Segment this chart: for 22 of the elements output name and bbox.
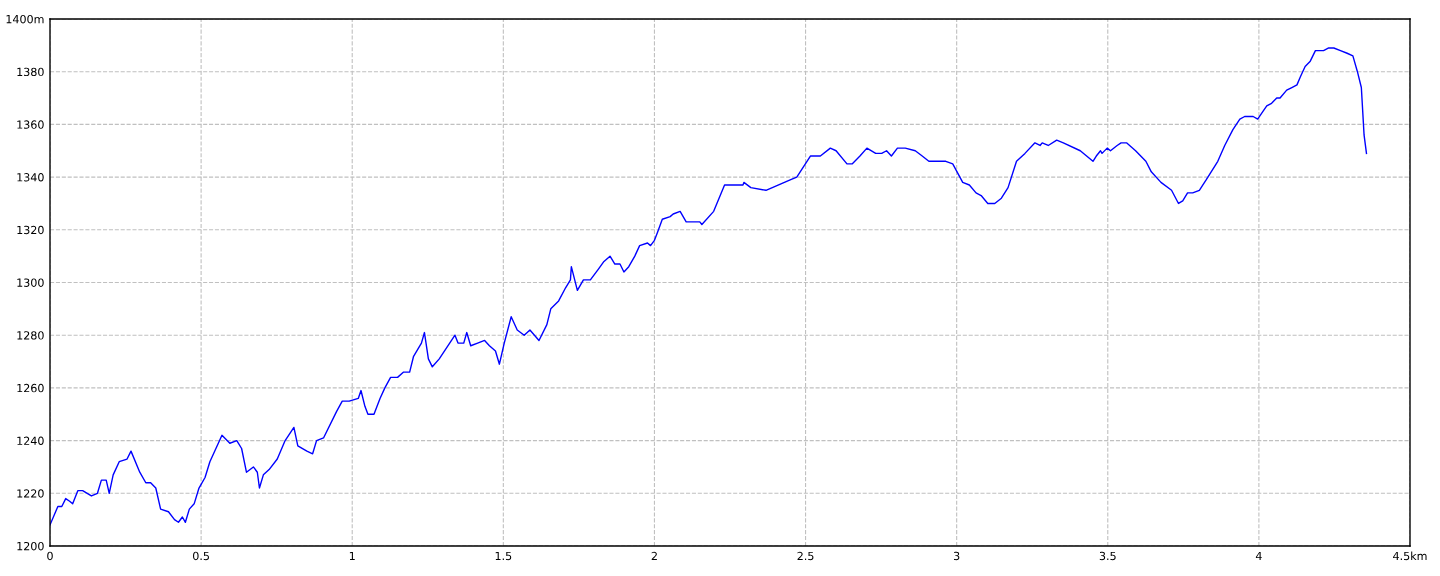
x-tick-label: 1.5 [495, 551, 512, 561]
x-tick-label: 4 [1255, 551, 1262, 560]
y-tick-label: 1320 [17, 225, 44, 235]
y-tick-label: 1260 [17, 383, 44, 393]
y-tick-label: 1300 [17, 278, 44, 287]
x-tick-label: 3 [953, 551, 960, 561]
x-tick-label: 0 [47, 551, 53, 561]
y-tick-label: 1340 [17, 173, 44, 182]
x-tick-label: 0.5 [193, 551, 209, 561]
x-tick-label: 2.5 [797, 551, 814, 561]
x-tick-label: 1 [349, 551, 355, 560]
y-tick-label: 1360 [17, 120, 44, 129]
x-tick-label: 2 [651, 551, 657, 560]
x-tick-label: 4.5km [1393, 551, 1427, 561]
y-tick-label: 1380 [17, 67, 44, 77]
y-tick-label: 1200 [17, 541, 44, 551]
y-tick-label: 1400m [6, 14, 44, 24]
line-series [50, 47, 1368, 526]
y-tick-label: 1220 [17, 489, 44, 498]
x-tick-label: 3.5 [1099, 551, 1116, 561]
y-tick-label: 1240 [17, 436, 44, 445]
y-tick-label: 1280 [17, 331, 44, 340]
